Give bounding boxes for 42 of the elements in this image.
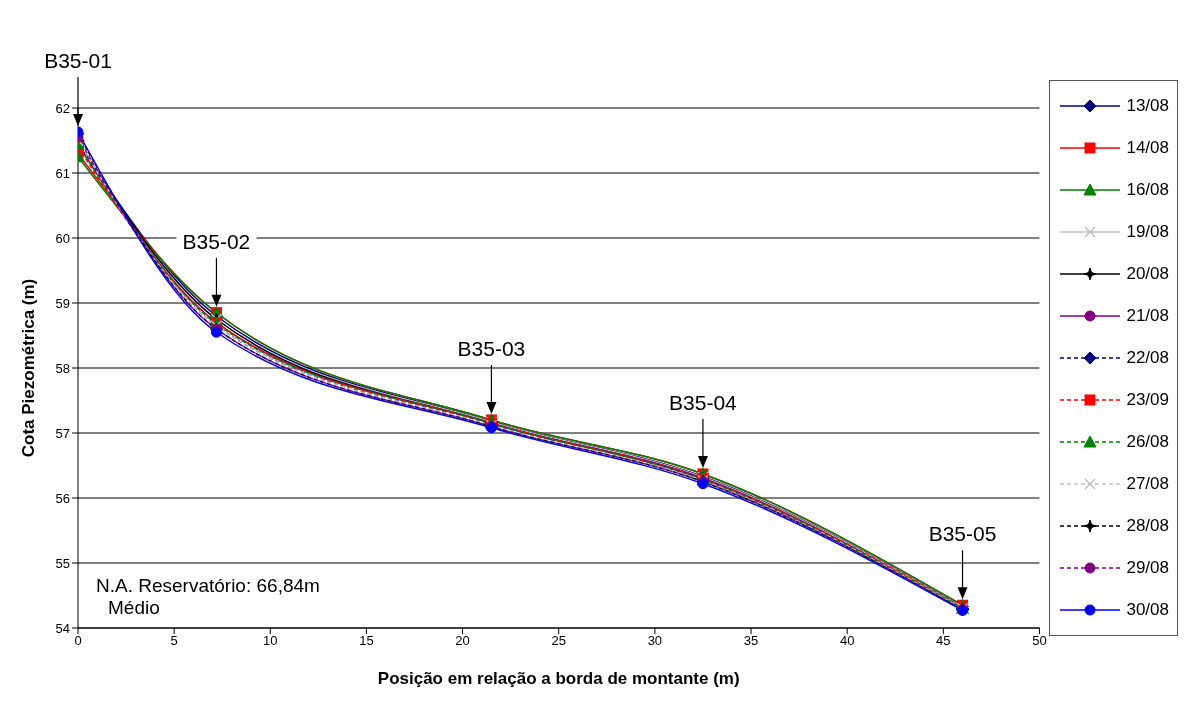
legend-label: 19/08 (1126, 222, 1169, 242)
legend-label: 22/08 (1126, 348, 1169, 368)
annotation: B35-04 (669, 390, 738, 414)
x-tick-label: 10 (263, 633, 278, 649)
x-tick-label: 20 (455, 633, 470, 649)
legend-label: 23/09 (1126, 390, 1169, 410)
y-tick-label: 54 (55, 620, 70, 636)
annotation: B35-02 (182, 229, 251, 253)
x-tick-label: 5 (170, 633, 178, 649)
y-tick-label: 58 (55, 360, 70, 376)
x-tick-label: 45 (936, 633, 951, 649)
x-tick-label: 35 (743, 633, 759, 649)
annotation: B35-05 (928, 522, 997, 546)
legend-label: 14/08 (1126, 138, 1169, 158)
legend-label: 28/08 (1126, 516, 1169, 536)
y-axis-title: Cota Piezométrica (m) (19, 278, 39, 458)
annotation: B35-01 (44, 49, 112, 73)
y-tick-label: 61 (55, 165, 70, 181)
y-tick-label: 56 (55, 490, 70, 506)
legend-label: 20/08 (1126, 264, 1169, 284)
y-tick-label: 55 (55, 555, 70, 571)
x-tick-label: 40 (839, 633, 855, 649)
x-tick-label: 15 (359, 633, 374, 649)
x-tick-label: 50 (1032, 633, 1047, 649)
x-tick-label: 0 (74, 633, 82, 649)
legend-label: 21/08 (1126, 306, 1169, 326)
x-tick-label: 30 (647, 633, 663, 649)
x-axis-title: Posição em relação a borda de montante (m) (377, 669, 740, 688)
legend-label: 30/08 (1126, 600, 1169, 620)
annotation: N.A. Reservatório: 66,84m (96, 575, 320, 596)
annotation: B35-03 (457, 337, 526, 360)
y-tick-label: 59 (55, 295, 70, 311)
legend-label: 26/08 (1126, 432, 1169, 452)
legend-label: 16/08 (1126, 180, 1169, 200)
y-tick-label: 57 (55, 425, 70, 441)
y-tick-label: 62 (55, 100, 70, 116)
y-tick-label: 60 (55, 230, 70, 246)
legend-label: 29/08 (1126, 558, 1169, 578)
x-tick-label: 25 (551, 633, 566, 649)
annotation: Médio (108, 597, 160, 618)
legend-label: 27/08 (1126, 474, 1169, 494)
legend-label: 13/08 (1126, 96, 1169, 116)
